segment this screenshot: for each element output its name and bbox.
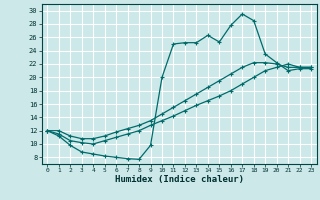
X-axis label: Humidex (Indice chaleur): Humidex (Indice chaleur) [115,175,244,184]
